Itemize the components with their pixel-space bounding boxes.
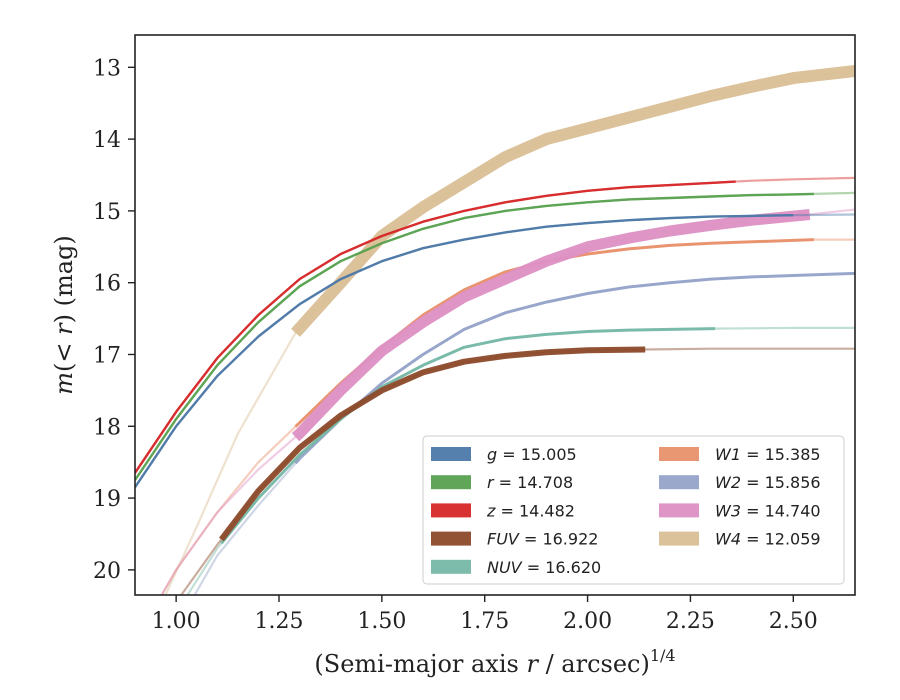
legend-band-value: 14.740 (765, 501, 821, 520)
legend-band-value: 15.856 (765, 473, 821, 492)
legend-band-name: W3 (715, 501, 741, 520)
x-axis: 1.00 1.25 1.50 1.75 2.00 2.25 2.50 (152, 595, 818, 634)
y-axis-label: m(< r) (mag) (50, 235, 78, 395)
x-axis-label-var: r (526, 650, 539, 678)
series-w2-line (294, 271, 855, 465)
legend-swatch-g (431, 447, 471, 461)
legend-label-fuv: FUV = 16.922 (487, 530, 598, 549)
x-axis-label-tail: / arcsec) (538, 650, 650, 678)
legend-band-value: 15.005 (521, 445, 577, 464)
legend-band-name: W1 (715, 445, 741, 464)
legend-equals: = (495, 501, 519, 520)
legend-label-w2: W2 = 15.856 (715, 473, 821, 492)
y-tick-label: 17 (93, 343, 121, 368)
legend-swatch-r (431, 475, 471, 490)
legend-label-z: z = 14.482 (486, 501, 575, 520)
legend-equals: = (741, 530, 765, 549)
legend-label-w1: W1 = 15.385 (715, 445, 821, 464)
legend-band-name: W4 (715, 530, 741, 549)
plot-frame (134, 34, 856, 596)
legend-band-value: 16.922 (542, 530, 598, 549)
legend: g = 15.005 r = 14.708 z = 14.482 FUV = 16.9… (422, 435, 845, 585)
legend-band-name: z (486, 501, 496, 520)
plot-area (135, 64, 855, 595)
legend-swatch-nuv (431, 559, 471, 574)
y-tick-label: 13 (93, 56, 121, 81)
y-axis-label-mid: (< (50, 335, 78, 372)
y-axis-label-var: r (50, 322, 78, 335)
x-axis-label: (Semi-major axis r / arcsec)1/4 (314, 646, 675, 678)
series-fuv-line (219, 346, 646, 542)
legend-label-g: g = 15.005 (487, 445, 577, 464)
x-tick-label: 1.25 (255, 609, 304, 634)
y-axis-label-pre: m (50, 372, 78, 395)
x-tick-label: 2.00 (563, 609, 612, 634)
series-z-line (135, 180, 736, 474)
legend-band-name: r (487, 473, 495, 492)
x-tick-label: 1.00 (152, 609, 201, 634)
series-nuv-line (220, 327, 716, 545)
legend-equals: = (741, 473, 765, 492)
legend-label-w4: W4 = 12.059 (715, 530, 821, 549)
legend-band-value: 14.708 (517, 473, 573, 492)
legend-equals: = (741, 445, 765, 464)
y-axis-label-post: ) (mag) (50, 235, 78, 323)
legend-swatch-fuv (431, 531, 471, 546)
legend-band-name: FUV (487, 530, 520, 549)
legend-equals: = (519, 530, 543, 549)
legend-swatch-w3 (659, 503, 699, 518)
y-tick-label: 15 (93, 200, 121, 225)
legend-equals: = (494, 473, 518, 492)
legend-band-value: 14.482 (519, 501, 575, 520)
legend-equals: = (741, 501, 765, 520)
x-axis-label-exponent: 1/4 (650, 646, 676, 665)
legend-band-name: W2 (715, 473, 741, 492)
y-tick-label: 14 (93, 128, 121, 153)
legend-band-value: 15.385 (765, 445, 821, 464)
y-tick-label: 18 (93, 415, 121, 440)
legend-swatch-w1 (659, 447, 699, 461)
series-g-line (135, 214, 794, 488)
x-tick-label: 2.25 (666, 609, 715, 634)
legend-label-r: r = 14.708 (487, 473, 573, 492)
legend-equals: = (497, 445, 521, 464)
legend-swatch-z (431, 503, 471, 518)
legend-swatch-w2 (659, 475, 699, 490)
legend-equals: = (522, 558, 546, 577)
legend-band-name: g (487, 445, 497, 464)
legend-label-nuv: NUV = 16.620 (487, 558, 601, 577)
x-tick-label: 1.50 (357, 609, 406, 634)
y-axis: 13 14 15 16 17 18 19 20 (93, 56, 135, 584)
legend-band-value: 12.059 (765, 530, 821, 549)
x-tick-label: 2.50 (769, 609, 818, 634)
y-tick-label: 16 (93, 272, 121, 297)
legend-frame (422, 435, 845, 585)
x-axis-label-main: (Semi-major axis (314, 650, 526, 678)
legend-band-name: NUV (487, 558, 523, 577)
legend-swatch-w4 (659, 531, 699, 546)
x-tick-label: 1.75 (460, 609, 509, 634)
series-r-line (135, 192, 814, 481)
y-tick-label: 20 (93, 559, 121, 584)
legend-label-w3: W3 = 14.740 (715, 501, 821, 520)
series-w4-line (291, 64, 855, 337)
series-w3-line (291, 209, 811, 442)
y-tick-label: 19 (93, 487, 121, 512)
legend-band-value: 16.620 (545, 558, 601, 577)
